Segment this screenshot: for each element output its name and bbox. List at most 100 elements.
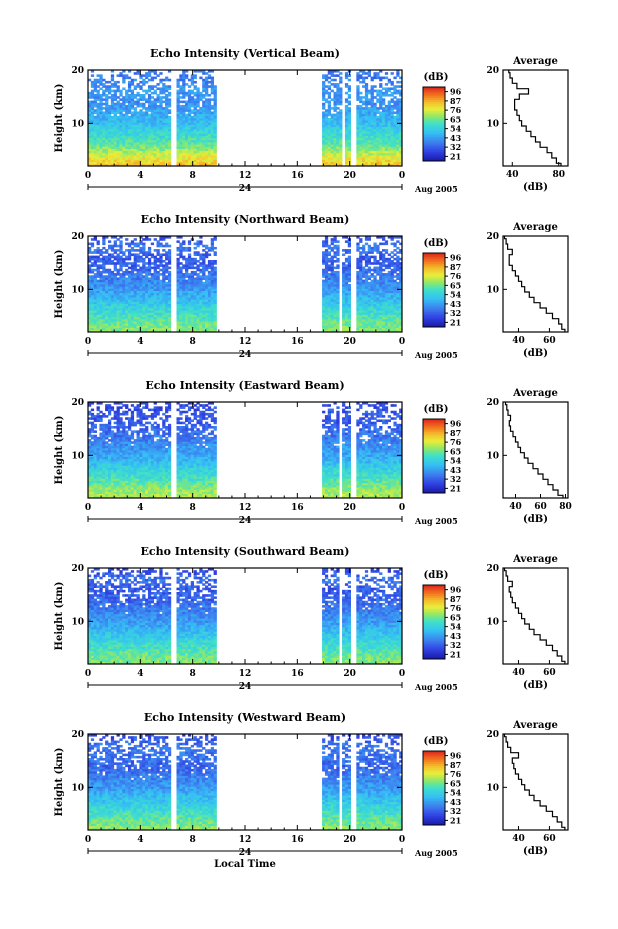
heatmap-cell [147,74,152,77]
heatmap-cell [156,94,160,97]
heatmap-cell [182,122,186,125]
heatmap-cell [147,89,152,93]
heatmap-cell [156,126,160,130]
heatmap-cell [122,131,126,134]
heatmap-cell [136,163,140,167]
heatmap-cell [147,157,152,160]
heatmap-cell [93,96,97,99]
heatmap-cell [145,111,149,115]
heatmap-cell [185,83,189,86]
heatmap-cell [110,135,115,139]
heatmap-cell [150,159,155,163]
heatmap-cell [127,142,132,145]
heatmap-cell [370,273,374,276]
heatmap-cell [382,273,386,276]
heatmap-cell [150,266,155,270]
heatmap-cell [119,128,123,132]
heatmap-cell [390,72,394,75]
heatmap-cell [153,107,157,110]
heatmap-cell [213,260,217,263]
heatmap-cell [145,122,149,125]
heatmap-cell [187,150,192,154]
heatmap-cell [176,80,180,84]
heatmap-cell [179,113,183,117]
heatmap-cell [136,111,140,115]
heatmap-cell [210,104,214,108]
heatmap-cell [133,242,137,246]
heatmap-cell [122,70,126,73]
heatmap-cell [162,144,166,147]
heatmap-cell [210,111,214,115]
heatmap-cell [165,98,169,101]
heatmap-cell [147,104,152,108]
heatmap-cell [379,89,383,93]
heatmap-cell [182,142,186,145]
heatmap-cell [179,146,183,149]
heatmap-cell [96,118,100,121]
heatmap-cell [90,152,95,156]
heatmap-cell [130,104,135,108]
heatmap-cell [185,279,189,283]
heatmap-cell [130,152,135,156]
heatmap-cell [102,113,106,117]
heatmap-cell [330,255,334,259]
heatmap-cell [193,80,197,84]
heatmap-cell [133,139,137,143]
heatmap-cell [359,246,363,250]
heatmap-cell [113,133,117,136]
heatmap-cell [110,83,115,86]
heatmap-cell [113,107,117,110]
heatmap-cell [359,80,363,84]
heatmap-cell [162,161,166,165]
heatmap-cell [176,257,180,261]
heatmap-cell [187,89,192,93]
heatmap-cell [150,157,155,160]
heatmap-cell [165,100,169,104]
heatmap-cell [142,163,146,167]
heatmap-cell [99,142,103,145]
heatmap-cell [165,102,169,106]
heatmap-cell [187,133,192,136]
heatmap-cell [136,131,140,134]
heatmap-cell [145,126,149,130]
heatmap-cell [142,118,146,121]
heatmap-cell [119,148,123,152]
heatmap-cell [384,87,389,91]
heatmap-cell [344,83,349,86]
heatmap-cell [162,260,166,263]
heatmap-cell [324,74,329,77]
heatmap-cell [116,161,120,165]
heatmap-cell [190,257,195,261]
heatmap-cell [133,150,137,154]
heatmap-cell [102,128,106,132]
heatmap-cell [156,87,160,91]
heatmap-cell [327,257,332,261]
heatmap-cell [119,157,123,160]
heatmap-cell [150,146,155,149]
heatmap-cell [159,144,163,147]
heatmap-cell [122,159,126,163]
heatmap-cell [185,76,189,80]
x-tick-label: 0 [85,171,91,181]
heatmap-cell [162,100,166,104]
heatmap-cell [145,113,149,117]
heatmap-cell [139,109,143,112]
heatmap-cell [344,264,349,267]
heatmap-cell [176,152,180,156]
heatmap-cell [110,146,115,149]
heatmap-cell [96,122,100,125]
heatmap-cell [93,161,97,165]
heatmap-cell [139,148,143,152]
heatmap-cell [110,152,115,156]
heatmap-cell [119,133,123,136]
heatmap-cell [199,253,203,257]
heatmap-cell [113,91,117,95]
heatmap-cell [113,142,117,145]
heatmap-cell [333,270,337,274]
heatmap-cell [107,124,112,128]
panel-1: Echo Intensity (Vertical Beam)0 4 8 12 16 20 0… [54,47,569,194]
heatmap-cell [142,80,146,84]
heatmap-cell [90,94,95,97]
average-y-tick-label: 20 [486,66,499,76]
heatmap-cell [122,148,126,152]
